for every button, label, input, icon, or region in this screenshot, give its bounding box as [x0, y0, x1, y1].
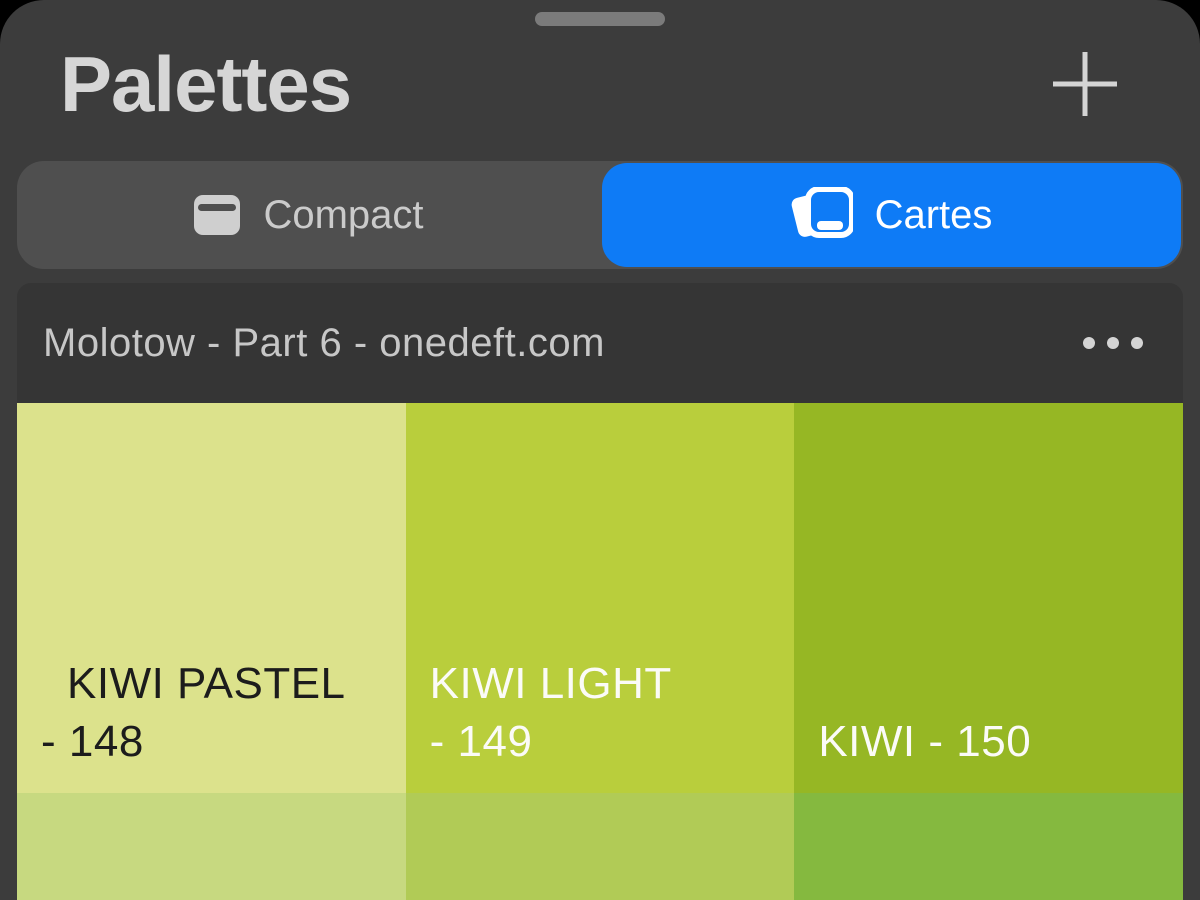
palette-name: Molotow - Part 6 - onedeft.com	[43, 320, 605, 365]
drag-handle[interactable]	[535, 12, 665, 26]
palette-options-button[interactable]	[1083, 327, 1143, 359]
plus-icon	[1053, 52, 1117, 116]
tab-compact-label: Compact	[263, 193, 424, 237]
swatch[interactable]	[794, 793, 1183, 900]
tab-cartes[interactable]: Cartes	[602, 163, 1181, 267]
swatch-label: KIWI PASTEL - 148	[41, 659, 346, 766]
swatch[interactable]	[17, 793, 406, 900]
swatch-kiwi-150[interactable]: KIWI - 150	[794, 403, 1183, 793]
compact-card-icon	[194, 195, 241, 235]
swatch[interactable]	[405, 793, 795, 900]
swatch-label: KIWI - 150	[818, 717, 1032, 766]
ellipsis-icon	[1083, 337, 1143, 349]
titlebar: Palettes	[60, 36, 1140, 132]
palette-card: Molotow - Part 6 - onedeft.com KIWI PAST…	[17, 283, 1183, 900]
stacked-cards-icon	[791, 187, 853, 238]
add-palette-button[interactable]	[1052, 51, 1118, 117]
page-title: Palettes	[60, 39, 352, 128]
swatch-kiwi-pastel-148[interactable]: KIWI PASTEL - 148	[17, 403, 406, 793]
tab-compact[interactable]: Compact	[19, 163, 598, 267]
swatch-kiwi-light-149[interactable]: KIWI LIGHT - 149	[405, 403, 795, 793]
palette-header: Molotow - Part 6 - onedeft.com	[17, 283, 1183, 403]
tab-cartes-label: Cartes	[874, 193, 993, 237]
swatch-grid: KIWI PASTEL - 148 KIWI LIGHT - 149 KIWI - 15…	[17, 403, 1183, 900]
swatch-label: KIWI LIGHT - 149	[429, 659, 672, 766]
view-mode-segmented-control: Compact Cartes	[17, 161, 1183, 269]
